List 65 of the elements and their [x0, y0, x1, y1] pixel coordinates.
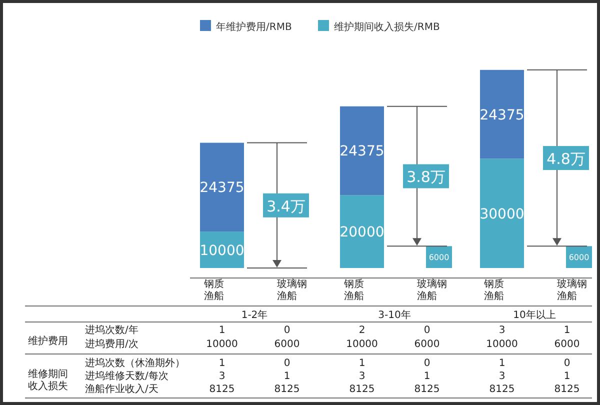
- text: 10000: [206, 339, 238, 350]
- bar: [340, 106, 384, 196]
- text: 0: [284, 325, 290, 336]
- text: 进坞费用/次: [85, 338, 138, 350]
- text: 1: [424, 371, 430, 382]
- x-tick-label: 钢质渔船: [203, 278, 224, 302]
- text: 渔船作业收入/天: [85, 383, 158, 395]
- data-label: 10000: [200, 242, 244, 259]
- text: 1: [218, 325, 226, 336]
- text: 3-10年: [378, 309, 411, 321]
- bar: [340, 195, 384, 268]
- annotation: 4.8万: [546, 150, 586, 168]
- text: 10000: [346, 339, 378, 350]
- bar: [200, 142, 244, 232]
- text: 3: [498, 325, 506, 336]
- text: 进坞次数（休渔期外）: [85, 357, 185, 369]
- data-label: 24375: [340, 144, 384, 160]
- text: 0: [564, 358, 570, 369]
- legend-label: 维护期间收入损失/RMB: [334, 21, 440, 33]
- x-tick-label: 玻璃钢渔船: [277, 278, 307, 302]
- data-label: 24375: [480, 107, 524, 124]
- annotation: 3.4万: [266, 197, 306, 216]
- text: 1: [498, 358, 506, 369]
- text: 0: [424, 325, 430, 336]
- text: 8125: [274, 384, 300, 395]
- text: 6000: [414, 339, 440, 350]
- text: 0: [424, 358, 430, 369]
- text: 8125: [414, 384, 440, 395]
- legend-label: 年维护费用/RMB: [216, 21, 292, 33]
- text: 进坞维修天数/每次: [85, 370, 168, 382]
- data-label: 20000: [340, 224, 384, 241]
- text: 3: [218, 371, 226, 382]
- text: 8125: [349, 384, 375, 395]
- text: 收入损失: [28, 380, 68, 392]
- text: 6000: [274, 339, 300, 350]
- text: 0: [284, 358, 290, 369]
- text: 6000: [554, 339, 580, 350]
- text: 2: [358, 325, 366, 336]
- bar: [480, 70, 524, 159]
- text: 3: [358, 371, 366, 382]
- text: 10000: [486, 339, 518, 350]
- text: 1-2年: [241, 309, 268, 321]
- text: 1: [218, 358, 226, 369]
- x-tick-label: 玻璃钢渔船: [417, 278, 447, 302]
- text: 8125: [209, 384, 235, 395]
- text: 1: [564, 325, 570, 336]
- text: 进坞次数/年: [85, 324, 138, 336]
- x-tick-label: 钢质渔船: [343, 278, 364, 302]
- annotation: 3.8万: [406, 168, 446, 186]
- data-label: 24375: [200, 180, 244, 196]
- data-label: 6000: [568, 253, 590, 262]
- text: 8125: [489, 384, 515, 395]
- text: 10年以上: [513, 309, 556, 321]
- text: 1: [358, 358, 366, 369]
- text: 3: [498, 371, 506, 382]
- text: 1: [564, 371, 570, 382]
- x-tick-label: 玻璃钢渔船: [557, 278, 587, 302]
- bar: [480, 158, 524, 268]
- data-label: 6000: [428, 253, 450, 262]
- data-label: 30000: [480, 206, 524, 222]
- text: 维修期间: [28, 368, 68, 380]
- text: 1: [284, 371, 290, 382]
- x-tick-label: 钢质渔船: [483, 278, 504, 302]
- text: 8125: [554, 384, 580, 395]
- text: 维护费用: [28, 335, 68, 347]
